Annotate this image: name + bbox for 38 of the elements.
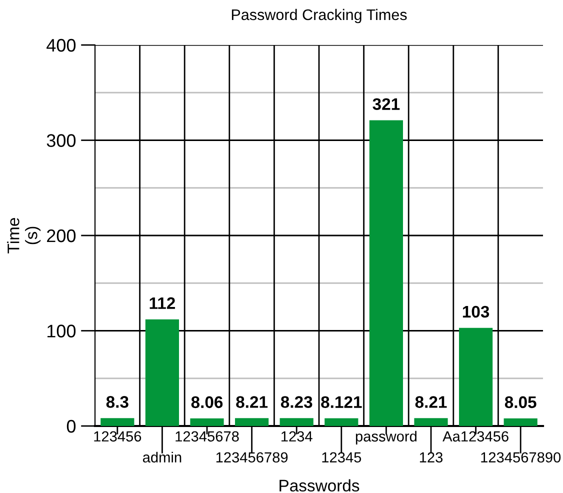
data-label: 8.23 (280, 396, 312, 408)
x-axis-title: Passwords (280, 479, 360, 492)
data-label: 8.3 (106, 396, 128, 408)
x-tick-label: 123456789 (216, 452, 288, 463)
data-label: 8.05 (504, 396, 536, 408)
x-tick-label: admin (142, 452, 182, 463)
data-label: 112 (150, 297, 175, 309)
data-label: 8.21 (415, 396, 447, 408)
data-label: 8.121 (321, 396, 362, 408)
bar (280, 418, 314, 426)
x-tick-label: 123 (420, 452, 443, 463)
x-tick-label: 12345 (322, 452, 362, 463)
bar (100, 418, 134, 426)
bar (235, 418, 269, 426)
bar (459, 328, 493, 426)
x-tick-label: 1234 (281, 431, 312, 442)
x-tick-label: 1234567890 (481, 452, 561, 463)
bar (504, 418, 538, 426)
bar (369, 120, 403, 426)
chart-title: Password Cracking Times (232, 8, 407, 24)
x-tick-label: 12345678 (176, 431, 239, 442)
bar (324, 418, 358, 426)
data-label: 321 (372, 98, 400, 110)
y-tick-label: 100 (48, 324, 76, 338)
y-tick-label: 400 (46, 38, 76, 52)
y-tick-label: 0 (66, 420, 76, 433)
x-tick-label: password (356, 430, 416, 444)
y-tick-label: 200 (47, 229, 76, 242)
data-label: 8.21 (236, 396, 268, 408)
data-label: 103 (462, 306, 490, 318)
x-tick-label: Aa123456 (442, 431, 508, 442)
x-tick-label: 123456 (94, 431, 142, 442)
bar (190, 418, 224, 426)
bar (414, 418, 448, 426)
y-axis-title: Time (s) (7, 218, 41, 254)
data-label: 8.06 (191, 396, 223, 408)
y-tick-label: 300 (46, 134, 76, 147)
bar (145, 319, 179, 426)
